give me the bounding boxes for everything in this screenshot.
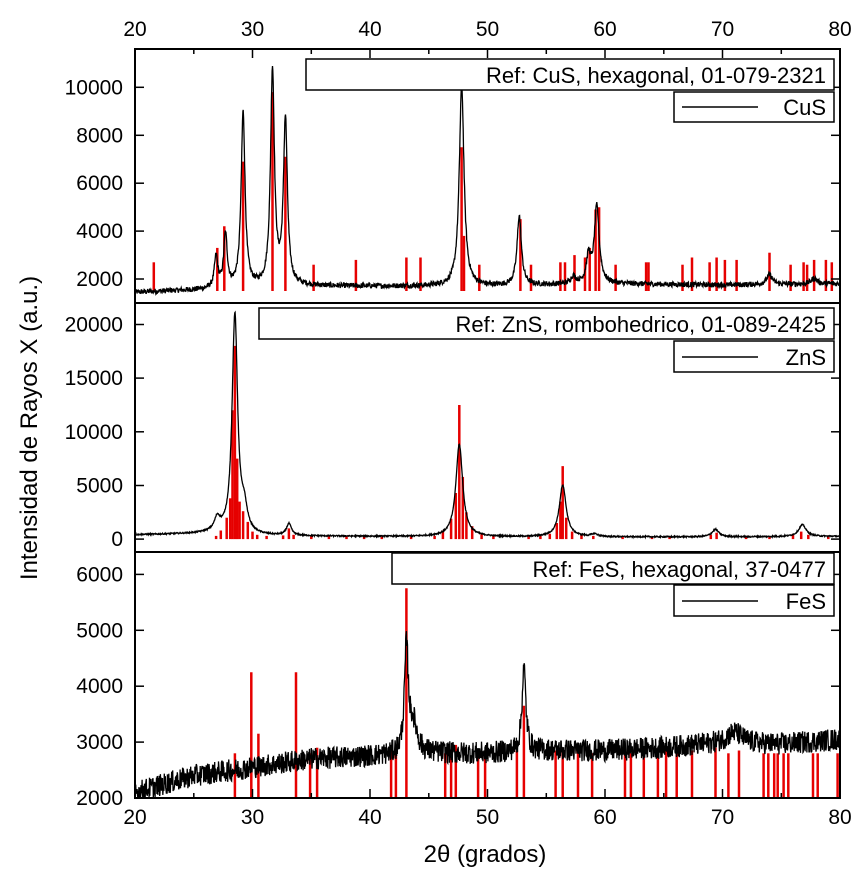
bottom-tick-label: 80 [828, 806, 851, 829]
y-tick-label: 3000 [76, 731, 123, 754]
bottom-tick-label: 40 [358, 806, 381, 829]
top-tick-label: 40 [358, 18, 381, 41]
bottom-axis-tick-labels: 20 30 40 50 60 70 80 [123, 806, 851, 829]
legend-label-cus: CuS [783, 95, 826, 120]
legend-label-fes: FeS [786, 589, 826, 614]
pattern-line-fes [134, 631, 841, 798]
y-tick-label: 5000 [76, 619, 123, 642]
reference-label-cus: Ref: CuS, hexagonal, 01-079-2321 [486, 63, 826, 88]
top-tick-label: 60 [593, 18, 616, 41]
y-tick-label: 15000 [65, 367, 123, 390]
reference-lines-fes [233, 588, 839, 797]
y-tick-label: 6000 [76, 172, 123, 195]
y-ticks-fes: 2000 3000 4000 5000 6000 [76, 563, 840, 810]
pattern-line-cus [134, 65, 841, 297]
y-tick-label: 4000 [76, 675, 123, 698]
y-tick-label: 10000 [65, 421, 123, 444]
y-ticks-cus: 2000 4000 6000 8000 10000 [65, 76, 840, 291]
pattern-line-zns [134, 310, 841, 540]
y-tick-label: 10000 [65, 76, 123, 99]
bottom-tick-label: 30 [241, 806, 264, 829]
reference-label-box-zns [258, 307, 835, 340]
x-axis-label: 2θ (grados) [424, 841, 547, 868]
top-tick-label: 80 [828, 18, 851, 41]
bottom-tick-label: 60 [593, 806, 616, 829]
reference-label-fes: Ref: FeS, hexagonal, 37-0477 [532, 557, 826, 582]
panel-fes: 2000 3000 4000 5000 6000 Ref: FeS, hexagonal… [76, 552, 841, 810]
bottom-tick-label: 50 [476, 806, 499, 829]
reference-label-box-cus [305, 58, 835, 91]
top-tick-label: 30 [241, 18, 264, 41]
plot-frame [134, 48, 841, 799]
top-tick-label: 20 [123, 18, 146, 41]
top-tick-label: 70 [711, 18, 734, 41]
panel-zns: 0 5000 10000 15000 20000 Ref: ZnS, rombohedr… [65, 307, 841, 551]
legend-label-zns: ZnS [786, 345, 826, 370]
y-tick-label: 5000 [76, 475, 123, 498]
y-ticks-zns: 0 5000 10000 15000 20000 [65, 314, 840, 551]
panel-cus: 2000 4000 6000 8000 10000 Ref: CuS, hexagona… [65, 58, 841, 297]
y-tick-label: 4000 [76, 220, 123, 243]
y-tick-label: 8000 [76, 124, 123, 147]
y-tick-label: 2000 [76, 268, 123, 291]
reference-label-box-fes [391, 552, 835, 585]
top-axis-tick-labels: 20 30 40 50 60 70 80 [123, 18, 851, 41]
bottom-tick-label: 70 [711, 806, 734, 829]
x-tick-marks [134, 49, 841, 798]
bottom-tick-label: 20 [123, 806, 146, 829]
y-tick-label: 20000 [65, 314, 123, 337]
y-tick-label: 6000 [76, 563, 123, 586]
top-tick-label: 50 [476, 18, 499, 41]
reference-label-zns: Ref: ZnS, rombohedrico, 01-089-2425 [455, 312, 826, 337]
reference-lines-zns [214, 345, 830, 540]
y-tick-label: 2000 [76, 787, 123, 810]
y-axis-label: Intensidad de Rayos X (a.u.) [16, 276, 43, 580]
y-tick-label: 0 [111, 528, 123, 551]
